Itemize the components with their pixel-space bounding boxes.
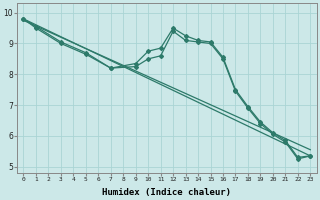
X-axis label: Humidex (Indice chaleur): Humidex (Indice chaleur) xyxy=(102,188,231,197)
